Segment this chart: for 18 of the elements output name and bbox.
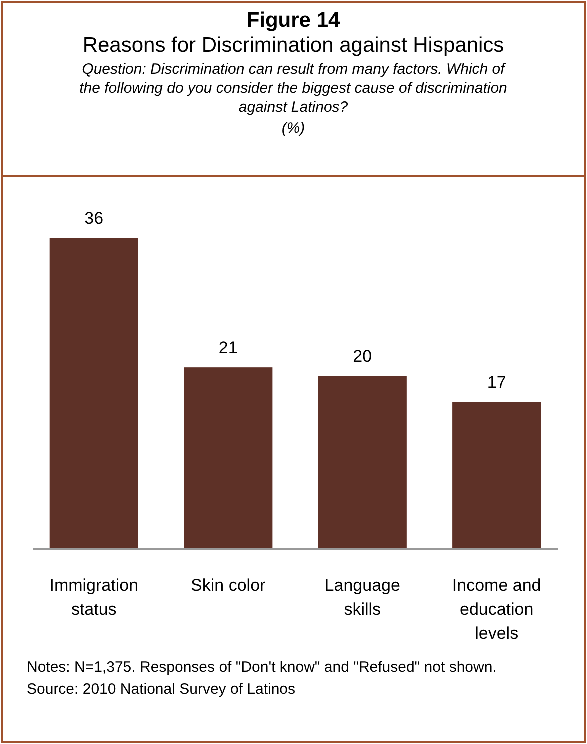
bar [184,368,273,549]
x-tick-label: Skin color [191,576,266,595]
bar [318,376,407,549]
x-tick-label: Immigration status [50,576,139,619]
bar [452,402,542,549]
data-label: 20 [353,347,372,366]
text: (%) [280,119,306,138]
data-label: 36 [84,209,104,228]
x-tick-label: Income and education levels [452,576,542,643]
source-note: Source: 2010 National Survey of Latinos [26,680,296,700]
bar [50,238,138,549]
data-label: 21 [218,338,238,358]
chart-title: Figure 14 [246,8,342,33]
chart-subtitle: Reasons for Discrimination against Hispanics [82,34,506,58]
x-tick-label: Language skills [324,576,400,619]
data-label: 17 [487,373,506,392]
text: Notes: N=1,375. Responses of "Don't know" and "Refused" not shown. [26,658,498,678]
text: Question: Discrimination can result from many factors. Which of the following do you consider the biggest cause of discrimination against Latinos? [78,60,508,117]
